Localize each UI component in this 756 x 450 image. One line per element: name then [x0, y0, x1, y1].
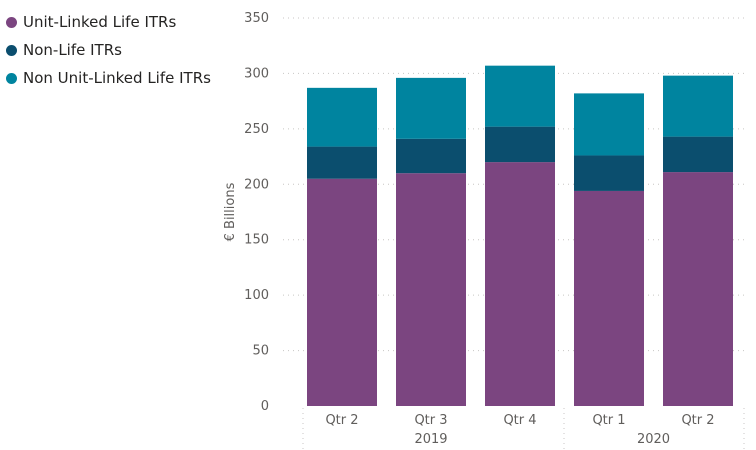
- legend-item-unit-linked-life[interactable]: Unit-Linked Life ITRs: [6, 8, 211, 36]
- legend-marker-unit-linked-life: [6, 16, 17, 28]
- x-tick-label-5: Qtr 2: [681, 413, 714, 428]
- x-tick-label-1: Qtr 2: [325, 413, 358, 428]
- x-tick-label-3: Qtr 4: [503, 413, 536, 428]
- legend-label-non-unit-linked-life: Non Unit-Linked Life ITRs: [23, 69, 211, 87]
- bar-3-cat-4: [574, 93, 644, 156]
- bar-2-cat-2: [396, 138, 466, 174]
- legend-item-non-unit-linked-life[interactable]: Non Unit-Linked Life ITRs: [6, 64, 211, 92]
- x-tick-label-2: Qtr 3: [414, 413, 447, 428]
- bar-1-cat-3: [485, 162, 555, 406]
- y-axis-title: € Billions: [223, 182, 238, 241]
- y-tick-label-300: 300: [244, 66, 269, 81]
- legend-label-non-life: Non-Life ITRs: [23, 41, 122, 59]
- bar-2-cat-4: [574, 155, 644, 191]
- bar-2-cat-3: [485, 126, 555, 163]
- legend-marker-non-unit-linked-life: [6, 72, 17, 84]
- chart-legend: Unit-Linked Life ITRs Non-Life ITRs Non …: [6, 8, 211, 92]
- legend-item-non-life[interactable]: Non-Life ITRs: [6, 36, 211, 64]
- x-group-label-2019: 2019: [414, 432, 447, 447]
- y-tick-label-350: 350: [244, 11, 269, 26]
- y-tick-label-100: 100: [244, 288, 269, 303]
- bar-3-cat-3: [485, 65, 555, 127]
- y-tick-label-200: 200: [244, 177, 269, 192]
- legend-marker-non-life: [6, 44, 17, 56]
- bar-1-cat-1: [307, 178, 377, 406]
- bar-3-cat-5: [663, 75, 733, 137]
- bar-2-cat-5: [663, 136, 733, 173]
- x-tick-label-4: Qtr 1: [592, 413, 625, 428]
- bar-3-cat-1: [307, 87, 377, 147]
- bar-1-cat-4: [574, 190, 644, 406]
- legend-label-unit-linked-life: Unit-Linked Life ITRs: [23, 13, 177, 31]
- x-group-label-2020: 2020: [637, 432, 670, 447]
- bar-3-cat-2: [396, 77, 466, 139]
- bar-1-cat-2: [396, 173, 466, 406]
- bar-2-cat-1: [307, 146, 377, 179]
- bar-1-cat-5: [663, 172, 733, 406]
- y-tick-label-250: 250: [244, 122, 269, 137]
- y-tick-label-50: 50: [252, 344, 269, 359]
- y-tick-label-0: 0: [261, 399, 269, 414]
- y-tick-label-150: 150: [244, 233, 269, 248]
